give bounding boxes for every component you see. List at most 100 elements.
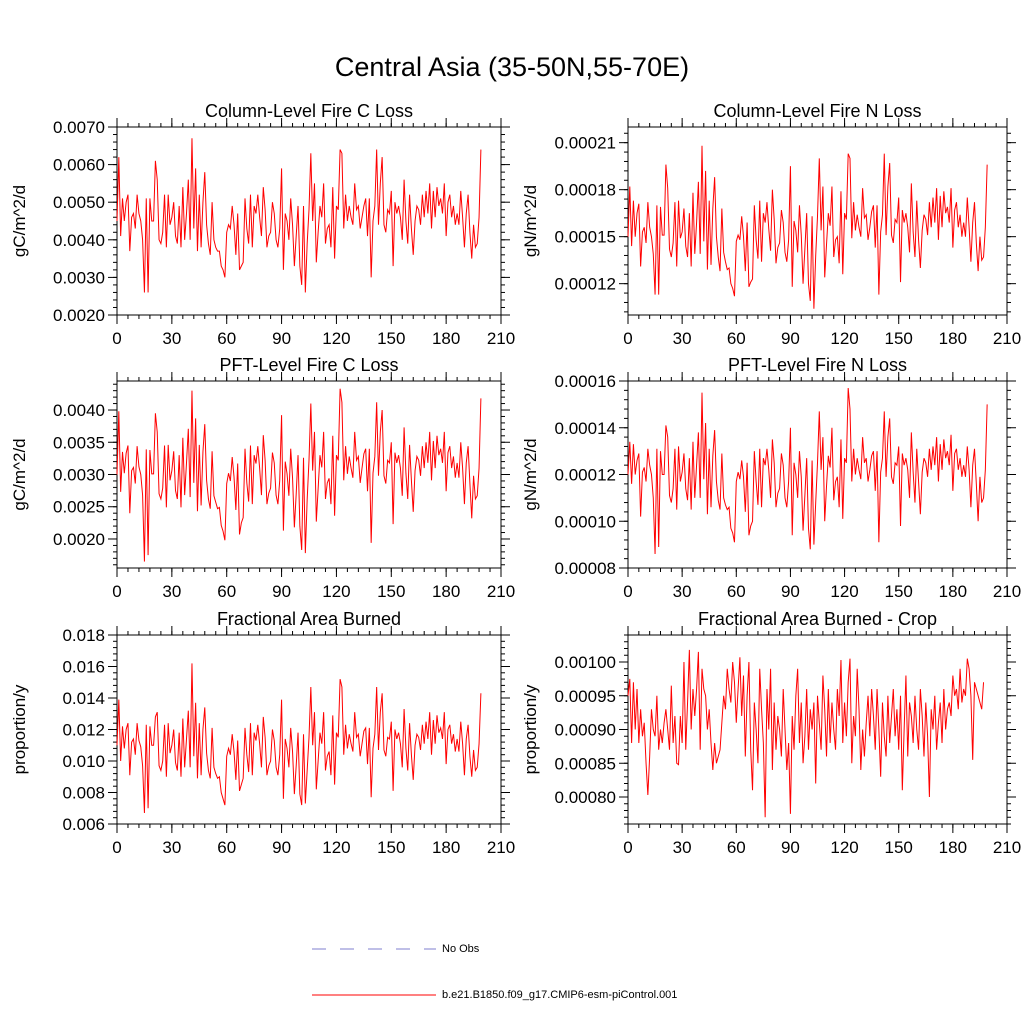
y-tick-label: 0.0035 bbox=[53, 433, 105, 452]
series-line-1 bbox=[116, 388, 482, 562]
y-tick-label: 0.00008 bbox=[555, 559, 616, 578]
chart-panel-5: Fractional Area Burned proportion/y 0 30 60 9… bbox=[10, 609, 515, 857]
y-axis-label: gC/m^2/d bbox=[10, 438, 29, 510]
x-tick-label: 180 bbox=[432, 582, 460, 601]
y-tick-label: 0.008 bbox=[62, 784, 105, 803]
y-tick-label: 0.010 bbox=[62, 752, 105, 771]
x-tick-label: 210 bbox=[993, 582, 1021, 601]
x-tick-label: 90 bbox=[272, 838, 291, 857]
y-tick-label: 0.00010 bbox=[555, 512, 616, 531]
y-tick-label: 0.00095 bbox=[555, 687, 616, 706]
y-tick-label: 0.0050 bbox=[53, 193, 105, 212]
y-tick-label: 0.00090 bbox=[555, 721, 616, 740]
x-tick-label: 0 bbox=[112, 838, 121, 857]
y-tick-label: 0.00012 bbox=[555, 466, 616, 485]
chart-panel-1: Column-Level Fire C Loss gC/m^2/d 0 30 60 90 1… bbox=[10, 101, 515, 348]
x-tick-label: 90 bbox=[781, 838, 800, 857]
x-tick-label: 120 bbox=[322, 838, 350, 857]
x-tick-label: 0 bbox=[112, 329, 121, 348]
y-tick-label: 0.00016 bbox=[555, 372, 616, 391]
y-tick-label: 0.0020 bbox=[53, 306, 105, 325]
x-tick-label: 150 bbox=[885, 838, 913, 857]
x-tick-label: 210 bbox=[993, 329, 1021, 348]
x-tick-label: 120 bbox=[322, 582, 350, 601]
x-tick-label: 0 bbox=[623, 329, 632, 348]
figure-title: Central Asia (35-50N,55-70E) bbox=[334, 52, 690, 82]
x-tick-label: 30 bbox=[673, 838, 692, 857]
y-tick-label: 0.00085 bbox=[555, 754, 616, 773]
y-tick-label: 0.0040 bbox=[53, 401, 105, 420]
x-tick-label: 210 bbox=[487, 582, 515, 601]
y-tick-label: 0.00080 bbox=[555, 788, 616, 807]
y-tick-label: 0.00014 bbox=[555, 419, 616, 438]
series-line-1 bbox=[627, 649, 985, 818]
y-tick-label: 0.0060 bbox=[53, 156, 105, 175]
x-tick-label: 210 bbox=[487, 329, 515, 348]
chart-panel-3: PFT-Level Fire C Loss gC/m^2/d 0 30 60 90 120 1… bbox=[10, 355, 515, 601]
x-tick-label: 30 bbox=[162, 329, 181, 348]
x-tick-label: 90 bbox=[781, 582, 800, 601]
x-tick-label: 180 bbox=[939, 582, 967, 601]
x-tick-label: 180 bbox=[432, 838, 460, 857]
x-tick-label: 120 bbox=[322, 329, 350, 348]
x-tick-label: 60 bbox=[727, 838, 746, 857]
y-tick-label: 0.00100 bbox=[555, 653, 616, 672]
x-tick-label: 180 bbox=[939, 838, 967, 857]
chart-title: PFT-Level Fire N Loss bbox=[728, 355, 907, 375]
x-tick-label: 60 bbox=[727, 329, 746, 348]
x-tick-label: 150 bbox=[885, 582, 913, 601]
x-tick-label: 180 bbox=[939, 329, 967, 348]
x-tick-label: 30 bbox=[162, 582, 181, 601]
series-line-1 bbox=[116, 663, 482, 813]
x-tick-label: 30 bbox=[162, 838, 181, 857]
x-tick-label: 150 bbox=[377, 582, 405, 601]
x-tick-label: 60 bbox=[217, 582, 236, 601]
y-tick-label: 0.018 bbox=[62, 626, 105, 645]
y-tick-label: 0.016 bbox=[62, 658, 105, 677]
y-axis-label: gC/m^2/d bbox=[10, 185, 29, 257]
series-line-1 bbox=[627, 387, 988, 554]
y-tick-label: 0.00012 bbox=[555, 275, 616, 294]
y-axis-label: gN/m^2/d bbox=[521, 185, 540, 257]
x-tick-label: 30 bbox=[673, 329, 692, 348]
y-axis-label: proportion/y bbox=[10, 684, 29, 774]
x-tick-label: 60 bbox=[727, 582, 746, 601]
x-tick-label: 60 bbox=[217, 838, 236, 857]
x-tick-label: 90 bbox=[272, 582, 291, 601]
x-tick-label: 0 bbox=[623, 582, 632, 601]
y-tick-label: 0.0070 bbox=[53, 118, 105, 137]
y-tick-label: 0.00021 bbox=[555, 134, 616, 153]
y-tick-label: 0.00015 bbox=[555, 228, 616, 247]
y-tick-label: 0.0020 bbox=[53, 530, 105, 549]
series-line-1 bbox=[116, 138, 482, 293]
y-tick-label: 0.014 bbox=[62, 689, 105, 708]
series-line-1 bbox=[627, 145, 988, 309]
x-tick-label: 60 bbox=[217, 329, 236, 348]
x-tick-label: 90 bbox=[781, 329, 800, 348]
x-tick-label: 150 bbox=[377, 329, 405, 348]
chart-panel-6: Fractional Area Burned - Crop proportion/… bbox=[521, 609, 1021, 857]
y-tick-label: 0.0025 bbox=[53, 498, 105, 517]
x-tick-label: 30 bbox=[673, 582, 692, 601]
x-tick-label: 0 bbox=[112, 582, 121, 601]
y-tick-label: 0.0030 bbox=[53, 268, 105, 287]
y-tick-label: 0.0030 bbox=[53, 466, 105, 485]
y-axis-label: proportion/y bbox=[521, 684, 540, 774]
chart-title: Column-Level Fire N Loss bbox=[713, 101, 921, 121]
x-tick-label: 120 bbox=[830, 838, 858, 857]
y-axis-label: gN/m^2/d bbox=[521, 438, 540, 510]
chart-panel-4: PFT-Level Fire N Loss gN/m^2/d 0 30 60 90 120 1… bbox=[521, 355, 1021, 601]
y-tick-label: 0.00018 bbox=[555, 181, 616, 200]
x-tick-label: 150 bbox=[885, 329, 913, 348]
x-tick-label: 150 bbox=[377, 838, 405, 857]
x-tick-label: 90 bbox=[272, 329, 291, 348]
chart-title: Column-Level Fire C Loss bbox=[205, 101, 413, 121]
chart-title: PFT-Level Fire C Loss bbox=[219, 355, 398, 375]
x-tick-label: 120 bbox=[830, 329, 858, 348]
x-tick-label: 120 bbox=[830, 582, 858, 601]
x-tick-label: 210 bbox=[487, 838, 515, 857]
x-tick-label: 180 bbox=[432, 329, 460, 348]
y-tick-label: 0.012 bbox=[62, 721, 105, 740]
